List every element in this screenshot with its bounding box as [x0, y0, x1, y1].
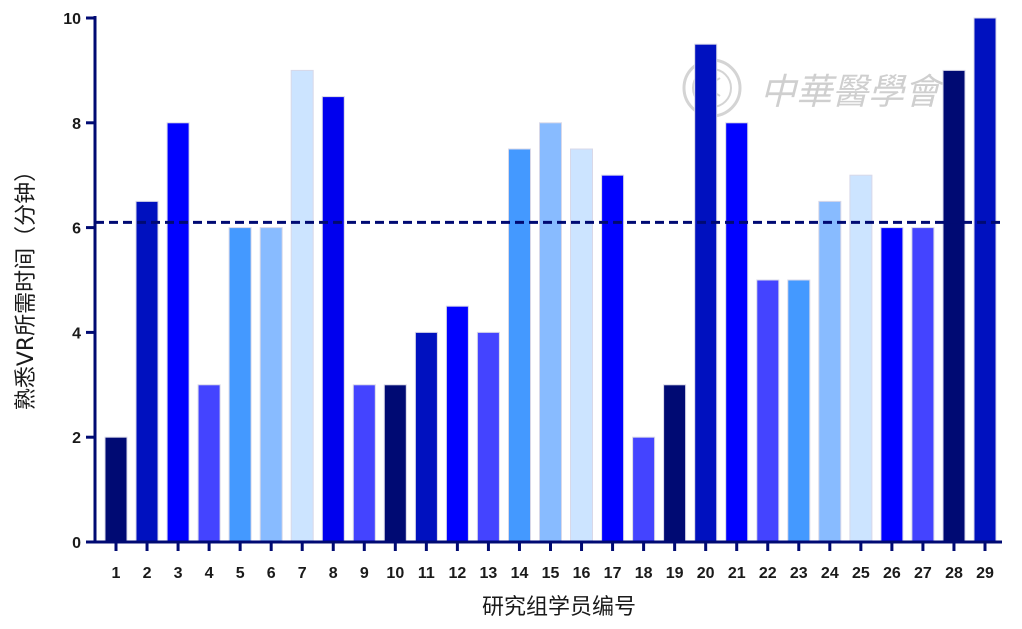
x-tick-label: 29 — [976, 565, 994, 582]
x-axis-title: 研究组学员编号 — [482, 595, 636, 620]
bar — [570, 148, 593, 543]
bar — [352, 384, 376, 543]
bar — [414, 331, 438, 543]
x-tick-label: 6 — [267, 565, 276, 582]
bar — [290, 69, 314, 543]
y-tick-label: 2 — [72, 430, 81, 447]
bar — [228, 227, 252, 543]
x-tick-label: 22 — [759, 565, 777, 582]
bar — [911, 227, 935, 543]
x-tick-label: 1 — [112, 565, 121, 582]
x-tick-label: 2 — [143, 565, 152, 582]
x-tick-label: 28 — [945, 565, 963, 582]
x-tick-label: 27 — [914, 565, 932, 582]
x-tick-label: 19 — [666, 565, 684, 582]
bar — [476, 331, 500, 543]
y-tick-label: 8 — [72, 116, 81, 133]
x-tick-label: 12 — [448, 565, 466, 582]
bar — [321, 96, 345, 543]
bar — [197, 384, 221, 543]
bar — [942, 69, 966, 543]
x-tick-label: 10 — [386, 565, 404, 582]
bar — [104, 436, 128, 543]
x-tick-label: 15 — [542, 565, 560, 582]
bar — [756, 279, 780, 543]
x-tick-label: 21 — [728, 565, 746, 582]
y-tick-label: 10 — [63, 11, 81, 28]
x-tick-label: 26 — [883, 565, 901, 582]
bar — [135, 200, 159, 543]
bar — [166, 122, 190, 543]
x-tick-label: 20 — [697, 565, 715, 582]
bar — [632, 436, 656, 543]
bar — [787, 279, 811, 543]
y-tick-label: 6 — [72, 221, 81, 238]
bar — [508, 148, 531, 543]
bar — [694, 43, 718, 543]
x-tick-label: 4 — [205, 565, 214, 582]
bar — [539, 122, 562, 543]
x-tick-label: 14 — [511, 565, 529, 582]
y-tick-label: 4 — [72, 325, 81, 342]
x-tick-label: 9 — [360, 565, 369, 582]
x-tick-label: 16 — [573, 565, 591, 582]
x-tick-label: 17 — [604, 565, 622, 582]
bar — [445, 305, 469, 543]
y-axis-title: 熟悉VR所需时间（分钟） — [14, 160, 39, 410]
x-tick-label: 13 — [480, 565, 498, 582]
watermark-text: 中華醫學會 — [760, 72, 945, 113]
x-tick-label: 18 — [635, 565, 653, 582]
bar — [973, 17, 997, 543]
x-tick-label: 5 — [236, 565, 245, 582]
x-tick-label: 25 — [852, 565, 870, 582]
watermark: 中華醫學會 — [682, 58, 945, 118]
bar — [725, 122, 749, 543]
bar — [849, 174, 873, 543]
x-tick-label: 24 — [821, 565, 839, 582]
bar — [259, 227, 283, 543]
bar — [383, 384, 407, 543]
bar — [818, 200, 842, 543]
x-tick-label: 23 — [790, 565, 808, 582]
x-tick-label: 11 — [418, 565, 435, 582]
x-tick-label: 3 — [174, 565, 183, 582]
x-tick-label: 7 — [298, 565, 307, 582]
bar — [663, 384, 687, 543]
bar — [601, 174, 625, 543]
x-tick-label: 8 — [329, 565, 338, 582]
bar — [880, 227, 904, 543]
y-tick-label: 0 — [72, 535, 81, 552]
